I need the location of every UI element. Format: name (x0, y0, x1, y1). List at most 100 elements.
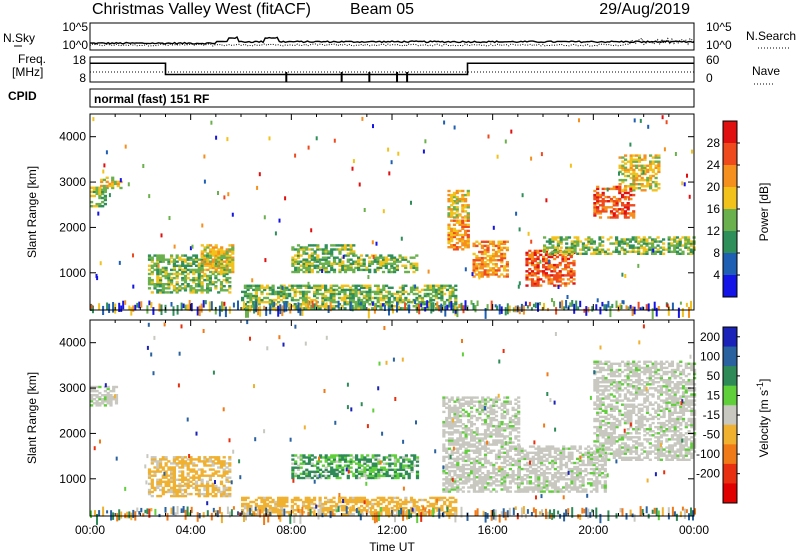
echo-cell (299, 284, 303, 287)
echo-cell (458, 482, 463, 485)
echo-cell (159, 272, 163, 276)
echo-cell (483, 445, 488, 448)
echo-cell (192, 462, 196, 465)
echo-cell (150, 281, 154, 284)
echo-cell (445, 418, 449, 422)
echo-cell (483, 441, 488, 444)
echo-cell (470, 406, 474, 410)
echo-cell (508, 467, 512, 471)
echo-cell (467, 463, 471, 467)
echo-cell (343, 496, 347, 500)
echo-cell (440, 303, 443, 313)
echo-cell (621, 195, 625, 199)
echo-cell (313, 290, 317, 294)
echo-cell (217, 462, 221, 465)
echo-cell (604, 187, 608, 191)
echo-cell (299, 462, 303, 465)
echo-cell (324, 256, 328, 259)
echo-cell (351, 300, 355, 304)
echo-cell (629, 168, 633, 172)
echo-cell (603, 252, 608, 255)
echo-cell (429, 284, 433, 287)
echo-cell (288, 511, 292, 514)
echo-cell (472, 478, 476, 481)
echo-cell (332, 500, 336, 504)
echo-cell (508, 461, 512, 465)
echo-cell (517, 445, 521, 448)
echo-cell (590, 242, 594, 245)
echo-cell (180, 302, 183, 311)
echo-cell (167, 262, 171, 265)
echo-cell (315, 296, 319, 300)
echo-cell (373, 256, 377, 259)
echo-cell (330, 470, 334, 473)
echo-cell (208, 287, 212, 290)
echo-cell (443, 511, 447, 514)
echo-cell (454, 296, 458, 300)
echo-cell (480, 273, 484, 276)
echo-cell (310, 476, 314, 480)
echo-cell (489, 423, 493, 426)
echo-cell (178, 486, 182, 490)
echo-cell (274, 290, 278, 294)
echo-cell (643, 156, 647, 159)
echo-cell (427, 269, 430, 274)
echo-cell (573, 250, 577, 253)
echo-cell (203, 492, 207, 496)
echo-cell (629, 214, 633, 217)
echo-cell (629, 158, 633, 161)
echo-cell (90, 398, 94, 401)
echo-cell (491, 269, 496, 272)
echo-cell (186, 268, 190, 272)
echo-cell (566, 295, 569, 299)
echo-cell (478, 404, 482, 407)
echo-cell (517, 474, 521, 477)
echo-cell (379, 470, 384, 473)
echo-cell (566, 282, 571, 285)
echo-cell (404, 506, 408, 510)
echo-cell (225, 250, 229, 253)
echo-cell (464, 204, 468, 207)
echo-cell (360, 290, 364, 294)
echo-cell (623, 204, 627, 207)
echo-cell (401, 509, 405, 512)
echo-cell (637, 187, 642, 190)
echo-cell (301, 511, 306, 514)
echo-cell (301, 284, 306, 287)
echo-cell (492, 402, 496, 405)
echo-cell (491, 259, 496, 262)
echo-cell (534, 478, 538, 481)
echo-cell (249, 504, 253, 508)
echo-cell (175, 490, 179, 494)
echo-cell (409, 500, 414, 504)
echo-cell (114, 396, 119, 399)
echo-cell (332, 468, 337, 471)
echo-cell (343, 300, 347, 304)
echo-cell (662, 248, 666, 251)
echo-cell (208, 278, 212, 282)
echo-cell (500, 447, 504, 450)
echo-cell (263, 506, 267, 510)
echo-cell (464, 229, 468, 233)
echo-cell (558, 274, 562, 277)
echo-cell (396, 458, 400, 461)
echo-cell (134, 304, 137, 311)
echo-cell (194, 270, 199, 274)
echo-cell (503, 474, 507, 477)
echo-cell (598, 248, 602, 251)
echo-cell (564, 284, 568, 287)
echo-cell (472, 488, 476, 491)
colorbar-segment (723, 143, 737, 166)
echo-cell (329, 302, 332, 312)
echo-cell (211, 246, 215, 249)
echo-cell (294, 270, 298, 274)
echo-cell (415, 292, 419, 296)
echo-cell (491, 240, 496, 243)
echo-cell (643, 189, 647, 192)
echo-cell (360, 504, 364, 508)
echo-cell (150, 458, 154, 461)
echo-cell (371, 454, 375, 457)
echo-cell (206, 276, 210, 280)
echo-cell (118, 260, 121, 265)
echo-cell (601, 202, 605, 205)
